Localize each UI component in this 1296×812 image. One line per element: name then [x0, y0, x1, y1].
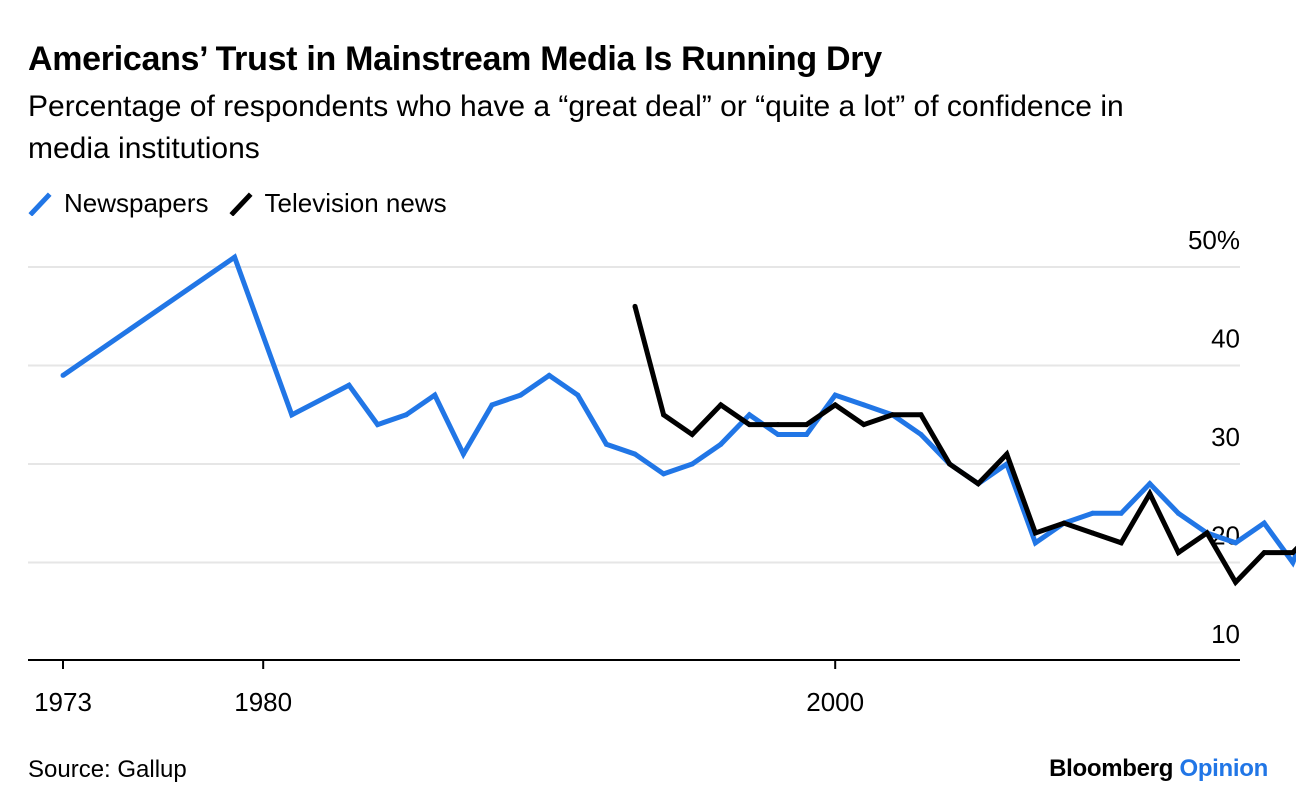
- data-point-newspapers-2011: [1147, 481, 1153, 487]
- gridlines: [28, 266, 1240, 564]
- x-tick-label-2000: 2000: [806, 687, 864, 717]
- data-point-newspapers-1995: [689, 461, 695, 467]
- legend-label-newspapers: Newspapers: [64, 188, 209, 218]
- data-point-newspapers-1985: [403, 412, 409, 418]
- data-point-newspapers-2012: [1175, 510, 1181, 516]
- data-point-television-news-1993: [632, 303, 638, 309]
- data-point-newspapers-1988: [489, 402, 495, 408]
- data-point-newspapers-1992: [603, 441, 609, 447]
- data-point-newspapers-1991: [575, 392, 581, 398]
- legend-item-newspapers: Newspapers: [28, 188, 209, 219]
- y-tick-label-10: 10: [1211, 619, 1240, 649]
- y-tick-label-50: 50%: [1188, 225, 1240, 255]
- data-point-television-news-2011: [1147, 491, 1153, 497]
- data-point-television-news-1998: [775, 422, 781, 428]
- data-point-newspapers-2003: [918, 432, 924, 437]
- data-point-television-news-1999: [804, 422, 810, 428]
- data-point-television-news-2016: [1290, 550, 1296, 556]
- brand-opinion: Opinion: [1179, 755, 1268, 782]
- series-line-newspapers: [61, 253, 1296, 568]
- data-point-newspapers-1999: [804, 432, 810, 437]
- data-point-newspapers-1983: [346, 382, 352, 388]
- legend-swatch-television-news: [228, 191, 253, 216]
- data-point-television-news-2006: [1004, 451, 1010, 457]
- data-point-television-news-2005: [975, 481, 981, 487]
- data-point-newspapers-1996: [718, 441, 724, 447]
- bloomberg-opinion-logo: Bloomberg Opinion: [1049, 755, 1268, 783]
- data-point-newspapers-1981: [289, 412, 295, 418]
- data-point-television-news-1996: [718, 402, 724, 408]
- legend-label-television-news: Television news: [264, 188, 447, 218]
- data-point-newspapers-2001: [861, 402, 867, 408]
- x-tick-label-1973: 1973: [34, 687, 92, 717]
- data-point-television-news-2003: [918, 412, 924, 418]
- data-point-television-news-1994: [661, 412, 667, 418]
- data-point-newspapers-2000: [832, 392, 838, 398]
- data-point-television-news-2009: [1090, 530, 1096, 536]
- data-point-newspapers-1979: [232, 254, 238, 260]
- data-point-television-news-2007: [1032, 530, 1038, 536]
- data-point-newspapers-1986: [432, 392, 438, 398]
- data-point-newspapers-1973: [60, 372, 66, 378]
- chart-subtitle: Percentage of respondents who have a “gr…: [28, 90, 1124, 165]
- data-point-newspapers-1998: [775, 432, 781, 437]
- data-point-newspapers-1987: [460, 451, 466, 457]
- data-point-newspapers-1989: [518, 392, 524, 398]
- data-point-television-news-2015: [1261, 550, 1267, 556]
- series-line-television-news: [632, 305, 1296, 587]
- data-point-television-news-2012: [1175, 550, 1181, 556]
- data-point-newspapers-1994: [661, 471, 667, 477]
- legend-item-television-news: Television news: [228, 188, 447, 219]
- data-series: [60, 253, 1296, 587]
- data-point-newspapers-2014: [1233, 540, 1239, 546]
- data-point-television-news-2010: [1118, 540, 1124, 546]
- data-point-television-news-2001: [861, 422, 867, 428]
- legend-swatch-newspapers: [28, 191, 52, 216]
- data-point-television-news-2014: [1233, 579, 1239, 585]
- data-point-television-news-2002: [889, 412, 895, 418]
- data-point-newspapers-1997: [746, 412, 752, 418]
- data-point-television-news-2008: [1061, 520, 1067, 526]
- source-note: Source: Gallup: [28, 756, 187, 783]
- data-point-newspapers-1984: [375, 422, 381, 428]
- chart-legend: Newspapers Television news: [28, 188, 467, 219]
- chart-title: Americans’ Trust in Mainstream Media Is …: [28, 40, 882, 78]
- data-point-newspapers-1993: [632, 451, 638, 457]
- x-tick-label-1980: 1980: [234, 687, 292, 717]
- x-axis: 1973198020002020: [28, 659, 1240, 717]
- data-point-television-news-2013: [1204, 530, 1210, 536]
- brand-name: Bloomberg: [1049, 755, 1174, 782]
- data-point-television-news-2004: [947, 461, 953, 467]
- data-point-television-news-2000: [832, 402, 838, 408]
- data-point-newspapers-2009: [1090, 510, 1096, 516]
- data-point-newspapers-2016: [1290, 560, 1296, 565]
- data-point-television-news-1995: [689, 432, 695, 437]
- data-point-television-news-1997: [746, 422, 752, 428]
- y-tick-label-30: 30: [1211, 422, 1240, 452]
- y-tick-label-40: 40: [1211, 324, 1240, 354]
- data-point-newspapers-1990: [546, 372, 552, 378]
- data-point-newspapers-2010: [1118, 510, 1124, 516]
- data-point-newspapers-2015: [1261, 520, 1267, 526]
- data-point-newspapers-2007: [1032, 540, 1038, 546]
